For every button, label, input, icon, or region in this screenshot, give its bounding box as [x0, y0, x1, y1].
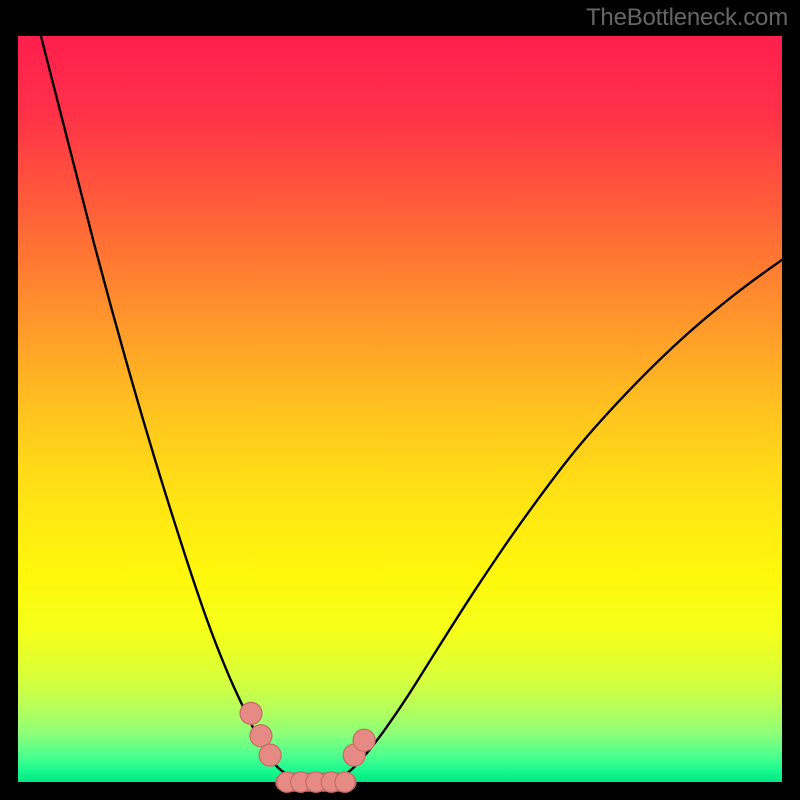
watermark-text: TheBottleneck.com — [586, 4, 788, 32]
bottleneck-chart — [0, 0, 800, 800]
chart-stage: TheBottleneck.com — [0, 0, 800, 800]
